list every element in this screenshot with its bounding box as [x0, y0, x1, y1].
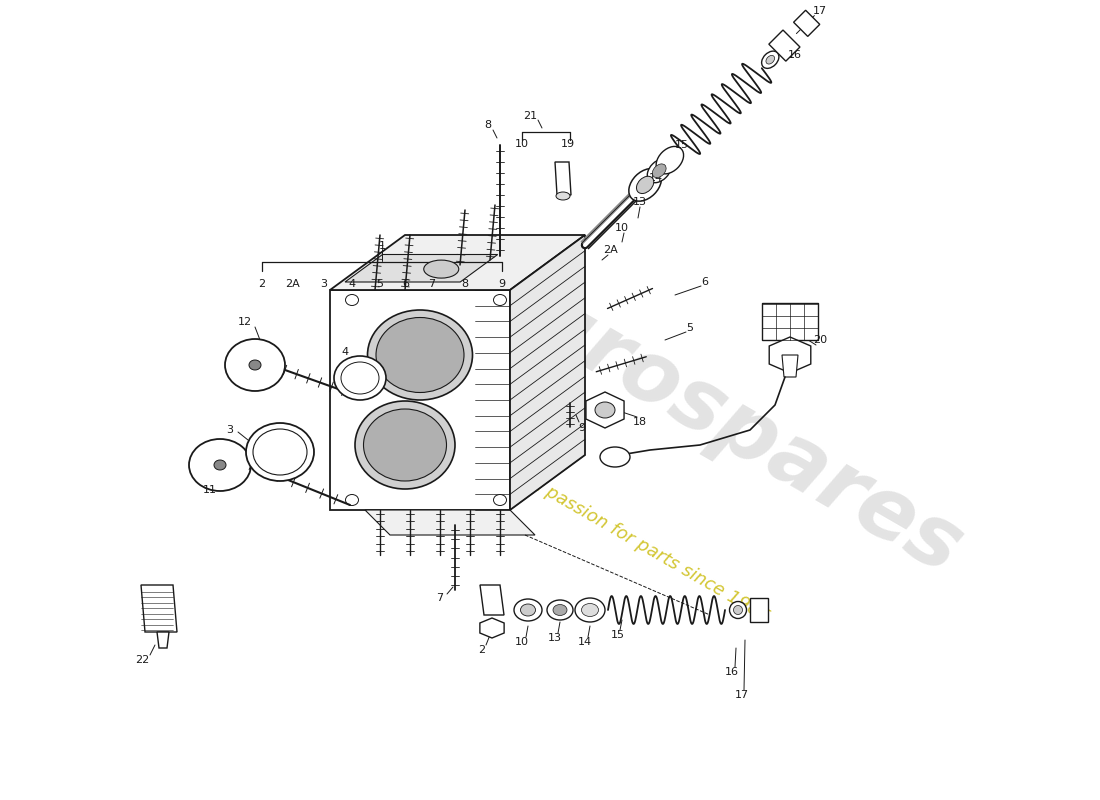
Polygon shape — [510, 235, 585, 510]
Text: 5: 5 — [686, 323, 693, 333]
Polygon shape — [141, 585, 177, 632]
Ellipse shape — [341, 362, 380, 394]
Text: 7: 7 — [437, 593, 443, 603]
Text: 3: 3 — [227, 425, 233, 435]
Text: 2A: 2A — [603, 245, 617, 255]
Text: 2A: 2A — [285, 279, 299, 289]
Polygon shape — [586, 392, 624, 428]
Ellipse shape — [189, 439, 251, 491]
Ellipse shape — [595, 402, 615, 418]
Text: 8: 8 — [461, 279, 469, 289]
Polygon shape — [750, 598, 768, 622]
Ellipse shape — [514, 599, 542, 621]
Text: 15: 15 — [610, 630, 625, 640]
Ellipse shape — [766, 55, 774, 64]
Ellipse shape — [367, 310, 473, 400]
Ellipse shape — [253, 429, 307, 475]
Ellipse shape — [652, 164, 667, 178]
Text: 14: 14 — [649, 173, 663, 183]
Text: 2: 2 — [478, 645, 485, 655]
Text: 16: 16 — [725, 667, 739, 677]
Ellipse shape — [553, 605, 566, 615]
Text: 9: 9 — [579, 423, 585, 433]
Text: 21: 21 — [522, 111, 537, 121]
Polygon shape — [769, 30, 800, 61]
Text: 9: 9 — [498, 279, 506, 289]
Ellipse shape — [575, 598, 605, 622]
Ellipse shape — [355, 401, 455, 489]
Polygon shape — [157, 632, 169, 648]
Polygon shape — [330, 235, 585, 290]
Text: 4: 4 — [349, 279, 355, 289]
Ellipse shape — [424, 260, 459, 278]
Text: 10: 10 — [515, 637, 529, 647]
Text: 12: 12 — [238, 317, 252, 327]
Ellipse shape — [629, 169, 661, 201]
Text: 6: 6 — [702, 277, 708, 287]
Text: a passion for parts since 1985: a passion for parts since 1985 — [528, 474, 772, 626]
Text: 22: 22 — [135, 655, 150, 665]
Text: 16: 16 — [789, 50, 802, 60]
Ellipse shape — [363, 409, 447, 481]
Polygon shape — [330, 290, 510, 510]
Ellipse shape — [214, 460, 225, 470]
Text: 15: 15 — [675, 140, 689, 150]
Text: 14: 14 — [578, 637, 592, 647]
Text: 19: 19 — [561, 139, 575, 149]
Polygon shape — [782, 355, 797, 377]
Text: 11: 11 — [204, 485, 217, 495]
Text: 4: 4 — [341, 347, 349, 357]
Text: 10: 10 — [515, 139, 529, 149]
Ellipse shape — [494, 294, 506, 306]
Polygon shape — [365, 510, 535, 535]
Ellipse shape — [226, 339, 285, 391]
Ellipse shape — [647, 158, 671, 182]
Text: 13: 13 — [632, 197, 647, 207]
Text: 20: 20 — [813, 335, 827, 345]
Ellipse shape — [494, 494, 506, 506]
Text: 17: 17 — [735, 690, 749, 700]
Ellipse shape — [761, 51, 779, 68]
Polygon shape — [480, 585, 504, 615]
Text: 18: 18 — [632, 417, 647, 427]
Text: 7: 7 — [428, 279, 436, 289]
Ellipse shape — [345, 294, 359, 306]
Ellipse shape — [334, 356, 386, 400]
Text: 2: 2 — [258, 279, 265, 289]
Text: 10: 10 — [615, 223, 629, 233]
Polygon shape — [769, 337, 811, 373]
Ellipse shape — [729, 602, 747, 618]
Polygon shape — [762, 303, 818, 340]
Ellipse shape — [520, 604, 536, 616]
Polygon shape — [793, 10, 820, 37]
Ellipse shape — [376, 318, 464, 393]
Ellipse shape — [582, 603, 598, 617]
Ellipse shape — [637, 176, 653, 194]
Ellipse shape — [345, 494, 359, 506]
Polygon shape — [556, 162, 571, 195]
Ellipse shape — [246, 423, 314, 481]
Ellipse shape — [249, 360, 261, 370]
Ellipse shape — [547, 600, 573, 620]
Text: 1: 1 — [378, 241, 385, 251]
Text: 3: 3 — [320, 279, 328, 289]
Text: 13: 13 — [548, 633, 562, 643]
Ellipse shape — [656, 146, 683, 174]
Text: 17: 17 — [812, 6, 826, 15]
Text: eurospares: eurospares — [463, 248, 977, 592]
Polygon shape — [345, 254, 497, 282]
Text: 5: 5 — [376, 279, 384, 289]
Polygon shape — [480, 618, 504, 638]
Ellipse shape — [556, 192, 570, 200]
Text: 8: 8 — [484, 120, 492, 130]
Ellipse shape — [734, 606, 742, 614]
Ellipse shape — [600, 447, 630, 467]
Text: 6: 6 — [403, 279, 409, 289]
